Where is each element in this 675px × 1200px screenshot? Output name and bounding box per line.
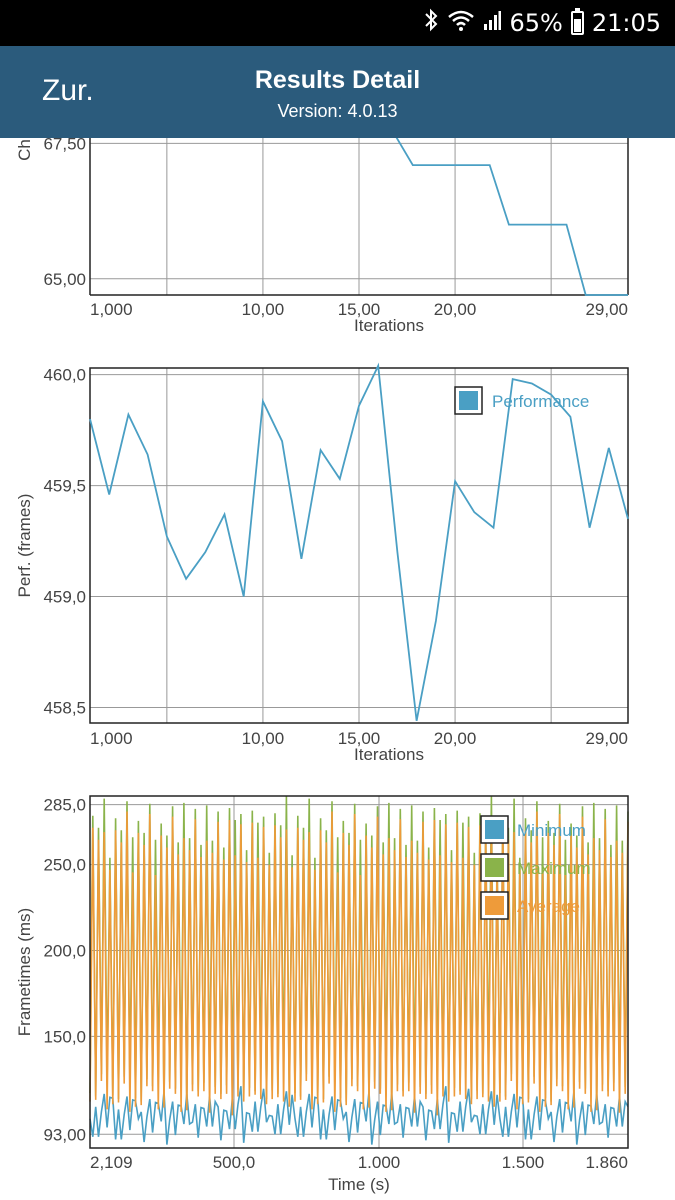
plot-frame xyxy=(89,795,629,1149)
series-line-average xyxy=(89,811,629,1116)
y-tick-label: 285,0 xyxy=(43,796,86,815)
status-icons: 65% 21:05 xyxy=(423,0,661,46)
y-tick-label: 460,0 xyxy=(43,366,86,385)
battery-icon xyxy=(570,8,584,35)
x-tick-label: 1.860 xyxy=(585,1153,628,1172)
x-tick-label: 29,00 xyxy=(585,729,628,748)
y-tick-label: 250,0 xyxy=(43,856,86,875)
x-tick-label: 15,00 xyxy=(338,300,381,319)
wifi-icon xyxy=(447,8,475,38)
legend-swatch xyxy=(485,820,504,839)
y-tick-label: 150,0 xyxy=(43,1027,86,1046)
clock: 21:05 xyxy=(591,9,661,37)
legend-label: Minimum xyxy=(517,821,586,840)
x-tick-label: 20,00 xyxy=(434,300,477,319)
x-tick-label: 15,00 xyxy=(338,729,381,748)
y-axis-label: Frametimes (ms) xyxy=(15,908,34,1036)
x-tick-label: 1.500 xyxy=(502,1153,545,1172)
x-tick-label: 1.000 xyxy=(358,1153,401,1172)
y-tick-label: 459,5 xyxy=(43,477,86,496)
x-tick-label: 10,00 xyxy=(242,300,285,319)
x-axis-label: Iterations xyxy=(354,745,424,763)
battery-percent: 65% xyxy=(509,9,563,37)
page-title: Results Detail xyxy=(254,66,421,94)
x-axis-label: Iterations xyxy=(354,316,424,335)
legend-label: Average xyxy=(517,897,580,916)
back-button[interactable]: Zur. xyxy=(42,74,94,107)
series-line xyxy=(395,138,628,296)
plot-frame xyxy=(89,367,629,724)
y-tick-label: 67,50 xyxy=(43,138,86,153)
y-tick-label: 93,00 xyxy=(43,1125,86,1144)
app-bar: Zur. Results Detail Version: 4.0.13 xyxy=(0,46,675,138)
x-axis-label: Time (s) xyxy=(328,1175,390,1194)
chart-frametimes: 93,00 150,0 200,0 250,0 285,0 2,109 500,0 1.000… xyxy=(15,795,629,1194)
y-tick-label: 459,0 xyxy=(43,588,86,607)
chart-temperature: 65,00 67,50 1,000 10,00 15,00 20,00 29,00 Itera… xyxy=(15,138,629,335)
x-tick-label: 29,00 xyxy=(585,300,628,319)
legend-label: Performance xyxy=(492,392,589,411)
y-axis-label: Perf. (frames) xyxy=(15,494,34,598)
x-tick-label: 2,109 xyxy=(90,1153,133,1172)
y-tick-label: 200,0 xyxy=(43,942,86,961)
x-tick-label: 20,00 xyxy=(434,729,477,748)
version-label: Version: 4.0.13 xyxy=(277,101,398,121)
bluetooth-icon xyxy=(423,8,439,38)
series-line xyxy=(89,362,629,721)
x-tick-label: 10,00 xyxy=(242,729,285,748)
x-tick-label: 1,000 xyxy=(90,300,133,319)
series-line-minimum xyxy=(89,1086,629,1145)
legend-swatch xyxy=(485,858,504,877)
legend-swatch xyxy=(485,896,504,915)
chart-performance: 458,5 459,0 459,5 460,0 1,000 10,00 15,00 20,00… xyxy=(15,362,629,763)
x-tick-label: 500,0 xyxy=(213,1153,256,1172)
legend-label: Maximum xyxy=(517,859,591,878)
y-tick-label: 65,00 xyxy=(43,270,86,289)
y-tick-label: 458,5 xyxy=(43,698,86,717)
status-bar: 65% 21:05 xyxy=(0,0,675,46)
legend-swatch xyxy=(459,391,478,410)
y-axis-label: Ch xyxy=(15,139,34,161)
x-tick-label: 1,000 xyxy=(90,729,133,748)
signal-icon xyxy=(483,8,502,38)
